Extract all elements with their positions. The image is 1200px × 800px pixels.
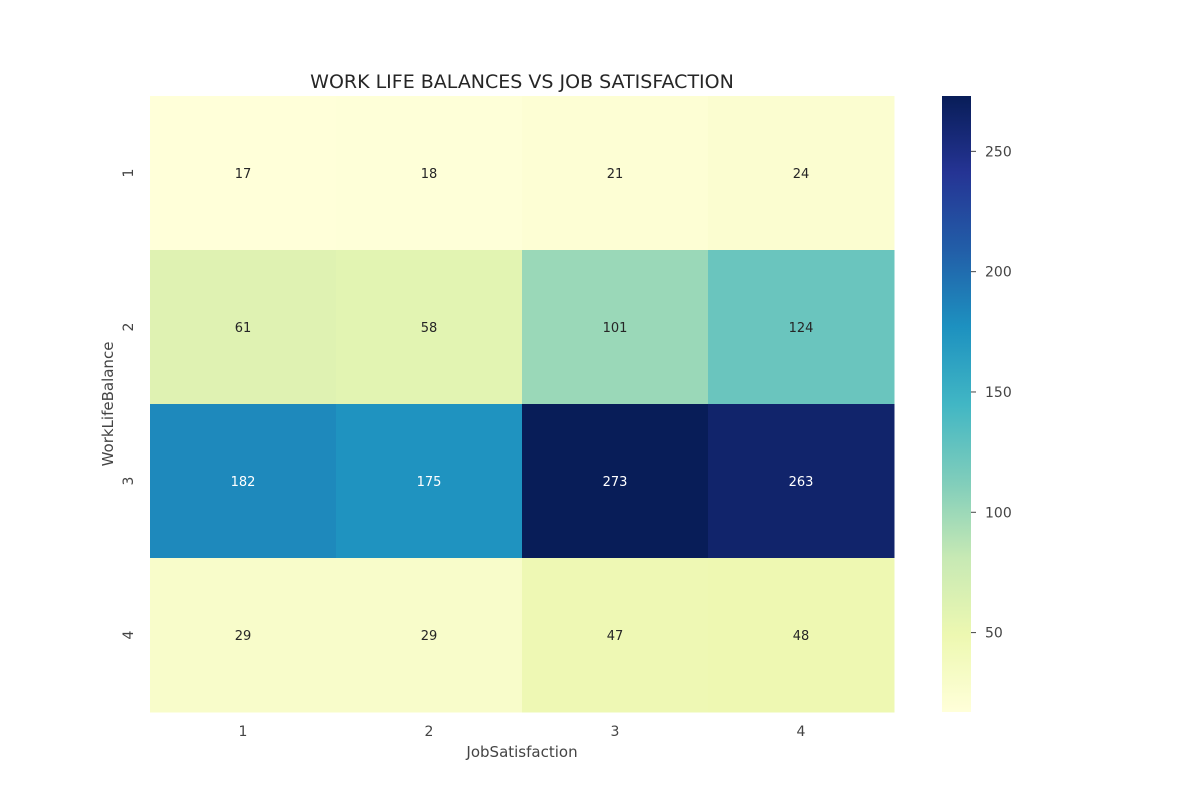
y-axis-label: WorkLifeBalance bbox=[99, 342, 117, 467]
y-tick-label: 2 bbox=[121, 323, 137, 332]
colorbar-tick-label: 250 bbox=[985, 144, 1012, 160]
heatmap-cell bbox=[336, 96, 523, 251]
chart-title: WORK LIFE BALANCES VS JOB SATISFACTION bbox=[310, 71, 734, 93]
y-tick-labels: 1 2 3 4 bbox=[121, 169, 137, 640]
colorbar-ticks: 50 100 150 200 250 bbox=[971, 144, 1012, 642]
x-tick-label: 3 bbox=[611, 724, 620, 740]
cell-value-label: 182 bbox=[231, 475, 256, 490]
colorbar-tick-label: 100 bbox=[985, 505, 1012, 521]
heatmap-cell bbox=[336, 250, 523, 405]
heatmap-cell bbox=[150, 96, 337, 251]
heatmap-cell bbox=[708, 404, 895, 559]
cell-value-label: 47 bbox=[607, 629, 624, 644]
cell-value-label: 24 bbox=[793, 167, 810, 182]
heatmap-cells: 17 18 21 24 61 58 101 124 182 175 273 263 29 29 47 48 bbox=[150, 96, 895, 713]
cell-value-label: 263 bbox=[789, 475, 814, 490]
heatmap-cell bbox=[150, 558, 337, 713]
colorbar-tick-label: 150 bbox=[985, 385, 1012, 401]
cell-value-label: 175 bbox=[417, 475, 442, 490]
cell-value-label: 21 bbox=[607, 167, 624, 182]
colorbar-tick-label: 50 bbox=[985, 626, 1003, 642]
heatmap-cell bbox=[150, 250, 337, 405]
cell-value-label: 61 bbox=[235, 321, 252, 336]
cell-value-label: 29 bbox=[235, 629, 252, 644]
cell-value-label: 18 bbox=[421, 167, 438, 182]
cell-value-label: 29 bbox=[421, 629, 438, 644]
cell-value-label: 273 bbox=[603, 475, 628, 490]
colorbar-tick-label: 200 bbox=[985, 265, 1012, 281]
x-tick-label: 2 bbox=[425, 724, 434, 740]
colorbar bbox=[942, 96, 971, 712]
x-tick-labels: 1 2 3 4 bbox=[239, 724, 806, 740]
heatmap-cell bbox=[708, 558, 895, 713]
y-tick-label: 4 bbox=[121, 630, 137, 639]
cell-value-label: 58 bbox=[421, 321, 438, 336]
heatmap-cell bbox=[522, 558, 709, 713]
cell-value-label: 17 bbox=[235, 167, 252, 182]
heatmap-cell bbox=[522, 250, 709, 405]
y-tick-label: 3 bbox=[121, 477, 137, 486]
heatmap-cell bbox=[708, 250, 895, 405]
heatmap-cell bbox=[522, 96, 709, 251]
heatmap-cell bbox=[522, 404, 709, 559]
heatmap-cell bbox=[336, 558, 523, 713]
cell-value-label: 48 bbox=[793, 629, 810, 644]
x-axis-label: JobSatisfaction bbox=[465, 743, 577, 761]
heatmap-cell bbox=[708, 96, 895, 251]
heatmap-cell bbox=[150, 404, 337, 559]
heatmap-cell bbox=[336, 404, 523, 559]
x-tick-label: 4 bbox=[797, 724, 806, 740]
x-tick-label: 1 bbox=[239, 724, 248, 740]
y-tick-label: 1 bbox=[121, 169, 137, 178]
cell-value-label: 101 bbox=[603, 321, 628, 336]
cell-value-label: 124 bbox=[789, 321, 814, 336]
